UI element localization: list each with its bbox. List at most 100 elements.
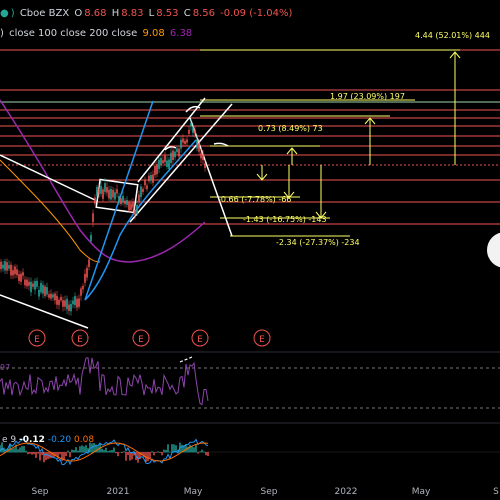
x-axis: Sep 2021 May Sep 2022 May S	[32, 487, 500, 497]
candle-body	[120, 198, 122, 204]
macd-histogram-bar	[77, 450, 79, 453]
earnings-marker[interactable]: E	[28, 329, 46, 347]
rsi-line	[0, 357, 209, 406]
macd-histogram-bar	[123, 451, 125, 453]
macd-histogram-bar	[69, 452, 71, 458]
candle-body	[76, 298, 78, 308]
macd-histogram-bar	[31, 452, 33, 455]
candle-body	[86, 267, 88, 278]
macd-histogram-bar	[39, 452, 41, 461]
ma-legend[interactable]: ) close 100 close 200 close 9.08 6.38	[0, 28, 193, 39]
candle-body	[116, 189, 118, 194]
candle-body	[170, 152, 172, 163]
low-value: 8.53	[156, 8, 179, 19]
candle-body	[122, 195, 124, 202]
svg-text:E: E	[34, 335, 40, 345]
candle-body	[112, 189, 114, 198]
macd-histogram-bar	[169, 451, 171, 453]
macd-line	[0, 438, 209, 466]
candle-body	[196, 139, 198, 149]
macd-histogram-bar	[199, 451, 201, 453]
ma100-line	[0, 159, 101, 263]
high-value: 8.83	[121, 8, 144, 19]
candle-body	[46, 287, 48, 295]
candle-body	[172, 150, 174, 160]
candle-body	[108, 189, 110, 199]
candle-body	[202, 154, 204, 161]
candle-body	[12, 270, 14, 276]
candle-body	[72, 300, 74, 305]
candle-body	[96, 186, 98, 196]
candle-body	[158, 159, 160, 169]
signal-line	[0, 442, 209, 462]
candle-body	[178, 148, 180, 157]
earnings-marker[interactable]: E	[253, 329, 271, 347]
macd-histogram-bar	[9, 443, 11, 453]
macd-histogram-bar	[165, 449, 167, 453]
candle-body	[168, 159, 170, 169]
scroll-button[interactable]	[487, 232, 500, 268]
symbol-legend[interactable]: ●) Cboe BZX O 8.68 H 8.83 L 8.53 C 8.56 -0.0…	[0, 8, 293, 19]
candle-body	[68, 304, 70, 311]
macd-histogram-bar	[107, 451, 109, 453]
candle-body	[60, 296, 62, 301]
macd-histogram-bar	[17, 449, 19, 453]
macd-histogram-bar	[183, 445, 185, 453]
macd-histogram-bar	[177, 449, 179, 453]
x-tick: Sep	[32, 487, 49, 497]
macd-histogram-bar	[43, 452, 45, 463]
macd-histogram-bar	[87, 448, 89, 453]
x-tick: Sep	[261, 487, 278, 497]
ma100-value: 9.08	[142, 28, 165, 39]
earnings-marker[interactable]: E	[132, 329, 150, 347]
x-tick: May	[184, 487, 203, 497]
candle-body	[200, 153, 202, 159]
macd-histogram-bar	[51, 452, 53, 458]
candle-body	[186, 139, 188, 143]
macd-histogram-bar	[163, 449, 165, 453]
earnings-marker[interactable]: E	[191, 329, 209, 347]
macd-legend[interactable]: e 9 -0.12 -0.20 0.08	[2, 435, 94, 445]
candle-body	[10, 264, 12, 276]
macd-histogram-bar	[137, 452, 139, 463]
candle-body	[40, 282, 42, 293]
candle-body	[2, 264, 4, 269]
candle-body	[62, 300, 64, 307]
candle-body	[88, 259, 90, 267]
candle-body	[16, 269, 18, 276]
candle-body	[132, 202, 134, 208]
target-labels: 4.44 (52.01%) 444 1.97 (23.09%) 197 0.73…	[218, 31, 490, 247]
svg-text:E: E	[197, 335, 203, 345]
earnings-marker[interactable]: E	[71, 329, 89, 347]
macd-histogram-bar	[125, 452, 127, 461]
candle-body	[176, 148, 178, 153]
target-label: 1.97 (23.09%) 197	[330, 92, 405, 101]
candle-body	[36, 280, 38, 287]
candle-body	[34, 281, 36, 290]
earnings-markers: E E E E E	[28, 329, 271, 347]
macd-histogram-bar	[153, 452, 155, 456]
candle-body	[182, 138, 184, 143]
macd-histogram-bar	[71, 449, 73, 453]
macd-histogram-bar	[207, 452, 209, 457]
macd-histogram-bar	[27, 452, 29, 455]
candle-body	[164, 155, 166, 163]
macd-histogram-bar	[115, 452, 117, 454]
macd-histogram-bar	[151, 451, 153, 453]
macd-histogram-bar	[167, 444, 169, 453]
macd-histogram-bar	[175, 445, 177, 453]
macd-histogram-bar	[35, 452, 37, 458]
macd-histogram-bar	[0, 445, 1, 453]
candle-body	[156, 164, 158, 175]
rsi-pane: 97	[0, 356, 500, 409]
price-levels	[0, 49, 500, 225]
macd-histogram-bar	[119, 451, 121, 453]
macd-histogram-bar	[117, 452, 119, 457]
candle-body	[92, 213, 94, 223]
macd-histogram-bar	[11, 449, 13, 453]
target-label: 4.44 (52.01%) 444	[415, 31, 490, 40]
ma200-value: 6.38	[169, 28, 193, 39]
candle-body	[28, 281, 30, 286]
svg-text:E: E	[138, 335, 144, 345]
